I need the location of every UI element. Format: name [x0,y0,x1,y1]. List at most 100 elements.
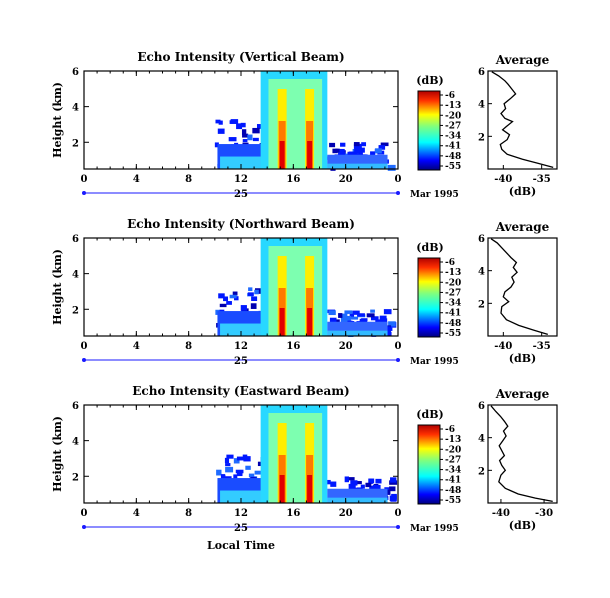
day-bar-end [396,191,400,195]
profile-y-tick-label: 4 [478,267,485,278]
y-tick-label: 2 [72,305,79,316]
heatmap-field [215,238,397,338]
heatmap-cell [226,301,232,305]
heatmap-cell [361,142,367,147]
y-axis-label: Height (km) [51,416,64,492]
heatmap-cell [218,293,225,299]
heatmap-cell [387,164,396,171]
heatmap-cell [348,483,356,490]
heatmap-cell [328,310,336,316]
profile-x-tick-label: -30 [535,508,553,519]
panel-1: Echo Intensity (Northward Beam)0 4 8 12 16 20… [51,217,558,367]
heatmap-cell [387,327,393,331]
heatmap-cell [330,481,337,487]
heatmap-cell [220,156,262,169]
heatmap-cell [348,151,357,158]
heatmap-cell [254,289,259,295]
heatmap-cell [372,484,381,491]
heatmap-cell [357,313,365,317]
x-tick-label: 4 [133,174,140,185]
heatmap-cell [229,294,237,299]
heatmap-cell [243,456,251,462]
heatmap-cell [226,454,234,459]
x-tick-label: 0 [395,174,402,185]
heatmap-cell [307,308,313,336]
heatmap-cell [279,308,285,336]
colorbar-label: -41 [445,142,461,152]
heatmap-cell [354,148,360,154]
heatmap-cell [370,316,379,321]
y-tick-label: 2 [72,138,79,149]
colorbar-label: -27 [445,288,461,298]
heatmap-cell [233,458,240,464]
profile-x-tick-label: -40 [494,174,512,185]
colorbar-label: -13 [445,101,461,111]
x-tick-label: 16 [286,508,300,519]
heatmap-cell [340,142,346,147]
panel-title: Echo Intensity (Vertical Beam) [137,50,344,64]
heatmap-cell [390,477,397,483]
heatmap-cell [350,480,358,486]
day-bar-start [82,358,86,362]
profile-y-tick-label: 6 [478,234,485,245]
heatmap-cell [218,120,223,125]
y-tick-label: 6 [72,234,79,245]
heatmap-cell [380,142,389,147]
heatmap-cell [220,490,262,503]
profile-frame [487,70,558,170]
x-tick-label: 0 [81,174,88,185]
heatmap-cell [350,316,359,320]
colorbar-label: -6 [445,425,455,435]
colorbar-label: -34 [445,299,461,309]
panel-0: Echo Intensity (Vertical Beam) 0 4 8 12 16 20 0… [51,50,558,200]
heatmap-cell [390,498,397,502]
x-tick-label: 16 [286,341,300,352]
heatmap-cell [279,475,285,503]
colorbar-label: -13 [445,435,461,445]
y-tick-label: 6 [72,67,79,78]
colorbar-label: -6 [445,258,455,268]
colorbar-label: -48 [445,152,461,162]
heatmap-cell [357,147,365,153]
heatmap-cell [225,466,234,473]
heatmap-cell [242,133,249,138]
heatmap-cell [240,122,246,128]
heatmap-cell [374,148,382,154]
date-label: Mar 1995 [410,190,459,200]
heatmap-cell [242,139,248,143]
colorbar-label: -27 [445,455,461,465]
day-bar-start [82,525,86,529]
heatmap-cell [327,330,388,336]
colorbar-label: -55 [445,496,461,506]
day-label: 25 [234,356,248,367]
profile-y-tick-label: 4 [478,100,485,111]
heatmap-cell [339,152,346,156]
heatmap-cell [352,310,360,315]
x-tick-label: 8 [185,174,192,185]
colorbar-label: -27 [445,121,461,131]
heatmap-cell [366,313,375,318]
heatmap-cell [361,318,368,322]
colorbar-title: (dB) [416,408,443,421]
heatmap-cell [217,128,225,134]
profile-title: Average [495,53,550,67]
profile-x-label: (dB) [509,185,536,198]
profile-x-tick-label: -35 [533,174,551,185]
heatmap-cell [247,292,254,296]
profile-title: Average [495,387,550,401]
colorbar [417,257,441,338]
date-label: Mar 1995 [410,357,459,367]
profile-x-label: (dB) [509,352,536,365]
heatmap-cell [220,474,226,479]
heatmap-cell [370,309,375,313]
heatmap-cell [370,151,376,157]
x-tick-label: 0 [81,508,88,519]
profile-frame [487,237,558,337]
profile-y-tick-label: 2 [478,299,485,310]
day-bar-end [396,525,400,529]
heatmap-field [214,71,396,171]
x-tick-label: 0 [81,341,88,352]
heatmap-cell [360,484,365,489]
heatmap-cell [232,291,238,296]
